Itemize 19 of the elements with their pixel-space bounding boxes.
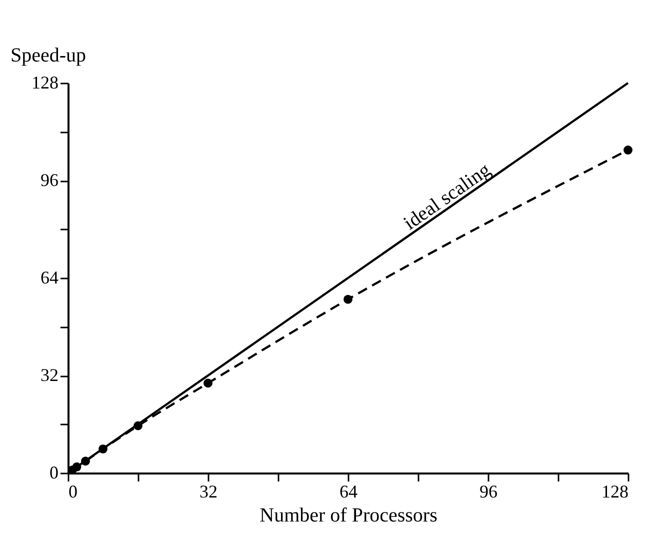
x-tick-label: 32 — [200, 482, 218, 502]
x-tick-label: 96 — [480, 482, 498, 502]
point — [72, 462, 82, 472]
x-tick-label: 64 — [340, 482, 358, 502]
y-tick-label: 128 — [32, 72, 58, 92]
y-tick-label: 96 — [40, 170, 58, 190]
x-axis-title: Number of Processors — [260, 504, 438, 526]
point — [98, 444, 108, 454]
y-axis-title: Speed-up — [10, 44, 86, 66]
y-tick-label: 0 — [50, 462, 58, 482]
point — [344, 294, 352, 304]
point — [134, 421, 142, 430]
y-tick-label: 32 — [40, 365, 58, 385]
x-tick-label: 128 — [602, 482, 628, 502]
point — [81, 456, 90, 466]
point — [624, 146, 632, 154]
point — [204, 378, 212, 388]
y-tick-label: 64 — [40, 268, 58, 288]
x-tick-label: 0 — [68, 482, 78, 502]
